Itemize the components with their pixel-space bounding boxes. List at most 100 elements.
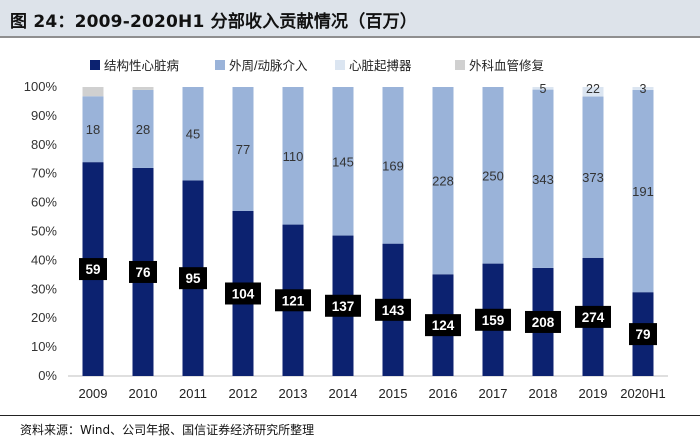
data-label-box xyxy=(425,314,461,337)
x-tick-label: 2010 xyxy=(129,386,158,401)
data-label-peripheral: 169 xyxy=(382,158,404,173)
x-tick-label: 2020H1 xyxy=(620,386,666,401)
bar-segment xyxy=(482,87,504,264)
data-label-text: 59 xyxy=(85,262,100,277)
y-tick-label: 100% xyxy=(24,79,58,94)
x-tick-label: 2011 xyxy=(179,386,207,401)
data-labels: 59 18 76 28 95 45 104 77 121 110 137 145 143 169 124 22… xyxy=(79,82,657,346)
legend-label: 结构性心脏病 xyxy=(104,58,179,73)
data-label-structural: 79 xyxy=(629,323,657,346)
bar-segment xyxy=(82,87,104,97)
y-tick-label: 90% xyxy=(31,108,57,123)
data-label-text: 79 xyxy=(635,327,650,342)
y-tick-label: 60% xyxy=(31,195,57,210)
legend-swatch xyxy=(455,60,465,70)
x-tick-label: 2017 xyxy=(479,386,508,401)
x-tick-label: 2014 xyxy=(329,386,358,401)
x-tick-label: 2018 xyxy=(529,386,558,401)
y-tick-label: 10% xyxy=(31,339,57,354)
data-label-structural: 121 xyxy=(275,289,311,312)
data-label-box xyxy=(629,323,657,346)
bar-segment xyxy=(532,87,554,90)
legend-swatch xyxy=(90,60,100,70)
data-label-peripheral: 45 xyxy=(186,127,200,142)
legend-item: 心脏起搏器 xyxy=(335,58,412,73)
bar-segment xyxy=(532,89,554,268)
y-tick-label: 0% xyxy=(38,368,57,383)
x-tick-label: 2012 xyxy=(229,386,258,401)
data-label-structural: 124 xyxy=(425,314,461,337)
data-label-structural: 59 xyxy=(79,258,107,281)
bar-segment xyxy=(332,87,354,236)
title-bar: 图 24：2009-2020H1 分部收入贡献情况（百万） xyxy=(0,0,700,38)
y-tick-label: 30% xyxy=(31,281,57,296)
data-label-text: 124 xyxy=(432,318,455,333)
y-tick-label: 50% xyxy=(31,224,57,239)
data-label-structural: 208 xyxy=(525,310,561,333)
source-note: 资料来源：Wind、公司年报、国信证券经济研究所整理 xyxy=(20,423,315,437)
legend-swatch xyxy=(335,60,345,70)
data-label-box xyxy=(129,260,157,283)
legend-item: 外科血管修复 xyxy=(455,58,545,73)
data-label-pacemaker: 3 xyxy=(640,82,647,96)
data-label-box xyxy=(475,308,511,331)
data-label-peripheral: 145 xyxy=(332,154,354,169)
bar-segment xyxy=(382,87,404,244)
data-label-box xyxy=(375,298,411,321)
data-label-structural: 274 xyxy=(575,305,611,328)
data-label-peripheral: 191 xyxy=(632,184,654,199)
bar-segment xyxy=(82,96,104,163)
data-label-peripheral: 250 xyxy=(482,168,504,183)
data-label-text: 274 xyxy=(582,310,605,325)
data-label-box xyxy=(179,267,207,290)
data-label-peripheral: 110 xyxy=(283,149,304,164)
data-label-structural: 104 xyxy=(225,282,261,305)
bars xyxy=(82,87,654,376)
legend-label: 外周/动脉介入 xyxy=(229,58,308,73)
y-tick-label: 70% xyxy=(31,166,57,181)
bar-segment xyxy=(632,87,654,90)
chart-title: 图 24：2009-2020H1 分部收入贡献情况（百万） xyxy=(10,12,418,32)
stacked-bar-chart: 结构性心脏病 外周/动脉介入 心脏起搏器 外科血管修复 0% 10% 20% 30% 40% 5… xyxy=(24,58,668,401)
data-label-peripheral: 228 xyxy=(432,174,454,189)
data-label-peripheral: 343 xyxy=(532,172,554,187)
legend-item: 结构性心脏病 xyxy=(90,58,179,73)
data-label-box xyxy=(525,310,561,333)
bar-segment xyxy=(132,89,154,168)
data-label-pacemaker: 5 xyxy=(540,82,547,96)
bar-segment xyxy=(432,87,454,275)
bar-segment xyxy=(132,87,154,90)
legend-label: 心脏起搏器 xyxy=(349,58,412,73)
data-label-structural: 137 xyxy=(325,294,361,317)
x-tick-label: 2016 xyxy=(429,386,458,401)
legend-item: 外周/动脉介入 xyxy=(215,58,308,73)
x-tick-label: 2015 xyxy=(379,386,408,401)
data-label-structural: 95 xyxy=(179,267,207,290)
data-label-peripheral: 77 xyxy=(236,142,250,157)
y-tick-label: 80% xyxy=(31,137,57,152)
data-label-box xyxy=(575,305,611,328)
data-label-box xyxy=(325,294,361,317)
data-label-box xyxy=(79,258,107,281)
data-label-peripheral: 28 xyxy=(136,122,150,137)
data-label-text: 208 xyxy=(532,315,555,330)
x-tick-label: 2009 xyxy=(79,386,108,401)
bar-segment xyxy=(582,96,604,258)
data-label-peripheral: 373 xyxy=(582,170,604,185)
data-label-text: 76 xyxy=(135,265,151,280)
data-label-box xyxy=(275,289,311,312)
bar-segment xyxy=(232,87,254,211)
bar-segment xyxy=(582,87,604,97)
data-label-peripheral: 18 xyxy=(86,122,100,137)
data-label-text: 143 xyxy=(382,303,405,318)
source-divider xyxy=(0,415,700,416)
data-label-structural: 159 xyxy=(475,308,511,331)
bar-segment xyxy=(282,87,304,225)
data-label-text: 104 xyxy=(232,286,255,301)
x-tick-label: 2013 xyxy=(279,386,308,401)
bar-segment xyxy=(632,89,654,293)
x-tick-label: 2019 xyxy=(579,386,608,401)
data-label-text: 159 xyxy=(482,313,505,328)
data-label-box xyxy=(225,282,261,305)
data-label-text: 137 xyxy=(332,299,355,314)
